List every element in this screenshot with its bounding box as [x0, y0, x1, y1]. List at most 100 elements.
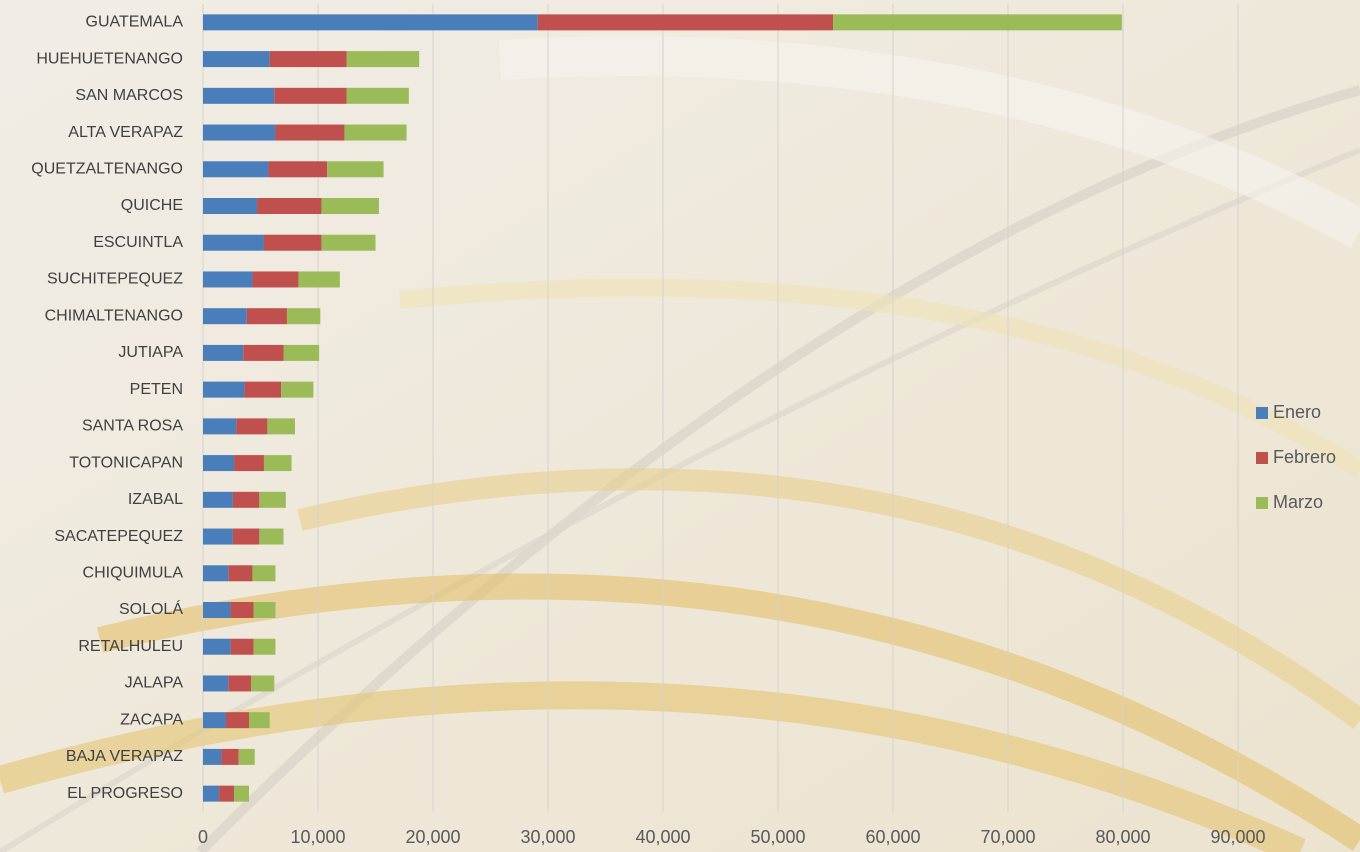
legend-label: Enero — [1273, 402, 1321, 422]
bar-segment — [347, 88, 409, 104]
bar-segment — [254, 602, 276, 618]
y-tick-label: SACATEPEQUEZ — [54, 528, 183, 545]
bar-segment — [298, 271, 339, 287]
bar-segment — [267, 418, 295, 434]
bar-segment — [231, 602, 254, 618]
bar-segment — [244, 382, 281, 398]
y-tick-label: GUATEMALA — [86, 14, 184, 31]
bar-segment — [226, 712, 249, 728]
bar-segment — [252, 271, 298, 287]
y-tick-label: QUETZALTENANGO — [31, 160, 183, 177]
y-tick-label: TOTONICAPAN — [69, 454, 183, 471]
bar-segment — [203, 602, 231, 618]
bar-segment — [321, 235, 375, 251]
bar-segment — [203, 749, 221, 765]
bar-segment — [221, 749, 238, 765]
bar-segment — [347, 51, 419, 67]
x-tick-label: 50,000 — [750, 827, 805, 847]
bar-segment — [203, 161, 269, 177]
bar-segment — [203, 492, 233, 508]
bar-segment — [243, 345, 283, 361]
bar-segment — [203, 675, 228, 691]
bar-segment — [251, 675, 274, 691]
bar-segment — [203, 418, 236, 434]
legend-swatch — [1256, 497, 1268, 509]
bar-segment — [228, 675, 251, 691]
bar-segment — [233, 492, 259, 508]
legend-swatch — [1256, 407, 1268, 419]
bar-segment — [203, 455, 234, 471]
bar-segment — [203, 639, 231, 655]
bar-segment — [203, 382, 244, 398]
y-tick-label: QUICHE — [121, 197, 183, 214]
bar-segment — [203, 786, 219, 802]
bar-segment — [538, 14, 834, 30]
bar-segment — [228, 565, 252, 581]
bar-segment — [203, 88, 274, 104]
bar-segment — [231, 639, 254, 655]
bar-segment — [275, 125, 344, 141]
y-tick-label: CHIMALTENANGO — [45, 307, 183, 324]
bar-segment — [203, 235, 264, 251]
bar-segment — [249, 712, 270, 728]
bar-segment — [203, 712, 226, 728]
bar-segment — [270, 51, 347, 67]
x-tick-label: 40,000 — [635, 827, 690, 847]
x-tick-label: 30,000 — [520, 827, 575, 847]
bar-segment — [203, 14, 538, 30]
legend-label: Febrero — [1273, 447, 1336, 467]
bar-segment — [203, 565, 228, 581]
y-tick-label: ZACAPA — [120, 711, 183, 728]
bar-segment — [239, 749, 255, 765]
bar-segment — [281, 382, 313, 398]
bar-segment — [287, 308, 320, 324]
bar-segment — [247, 308, 287, 324]
y-tick-label: SOLOLÁ — [119, 599, 183, 618]
bar-segment — [219, 786, 234, 802]
x-tick-label: 10,000 — [290, 827, 345, 847]
bar-segment — [203, 529, 233, 545]
bar-segment — [327, 161, 383, 177]
bar-segment — [344, 125, 406, 141]
y-tick-label: PETEN — [130, 381, 183, 398]
x-tick-label: 80,000 — [1095, 827, 1150, 847]
bar-segment — [203, 308, 247, 324]
bar-segment — [203, 271, 252, 287]
y-tick-label: IZABAL — [128, 491, 183, 508]
y-tick-label: HUEHUETENANGO — [36, 50, 183, 67]
bar-segment — [284, 345, 320, 361]
bar-segment — [833, 14, 1122, 30]
bar-segment — [264, 235, 322, 251]
x-tick-label: 70,000 — [980, 827, 1035, 847]
y-tick-label: RETALHULEU — [78, 638, 183, 655]
bar-segment — [264, 455, 292, 471]
y-tick-label: ALTA VERAPAZ — [68, 124, 183, 141]
x-tick-label: 0 — [198, 827, 208, 847]
y-tick-label: SUCHITEPEQUEZ — [47, 271, 183, 288]
y-tick-label: SANTA ROSA — [82, 418, 183, 435]
chart: 0 10,000 20,000 30,000 40,000 50,000 60,000 70,… — [0, 0, 1360, 852]
y-tick-label: CHIQUIMULA — [83, 564, 184, 581]
bar-segment — [259, 529, 283, 545]
legend-label: Marzo — [1273, 492, 1323, 512]
bar-segment — [236, 418, 267, 434]
x-tick-label: 90,000 — [1210, 827, 1265, 847]
x-tick-label: 60,000 — [865, 827, 920, 847]
legend-swatch — [1256, 452, 1268, 464]
y-tick-label: ESCUINTLA — [93, 234, 183, 251]
bar-segment — [252, 565, 275, 581]
y-tick-label: BAJA VERAPAZ — [66, 748, 183, 765]
bar-segment — [269, 161, 328, 177]
bar-segment — [274, 88, 346, 104]
bar-segment — [321, 198, 379, 214]
bar-segment — [259, 492, 285, 508]
bar-segment — [233, 529, 259, 545]
bar-segment — [203, 198, 257, 214]
bar-segment — [234, 786, 249, 802]
x-tick-label: 20,000 — [405, 827, 460, 847]
bar-segment — [257, 198, 321, 214]
y-tick-label: SAN MARCOS — [75, 87, 183, 104]
bar-segment — [254, 639, 276, 655]
y-tick-label: JUTIAPA — [118, 344, 183, 361]
y-tick-label: JALAPA — [125, 675, 184, 692]
